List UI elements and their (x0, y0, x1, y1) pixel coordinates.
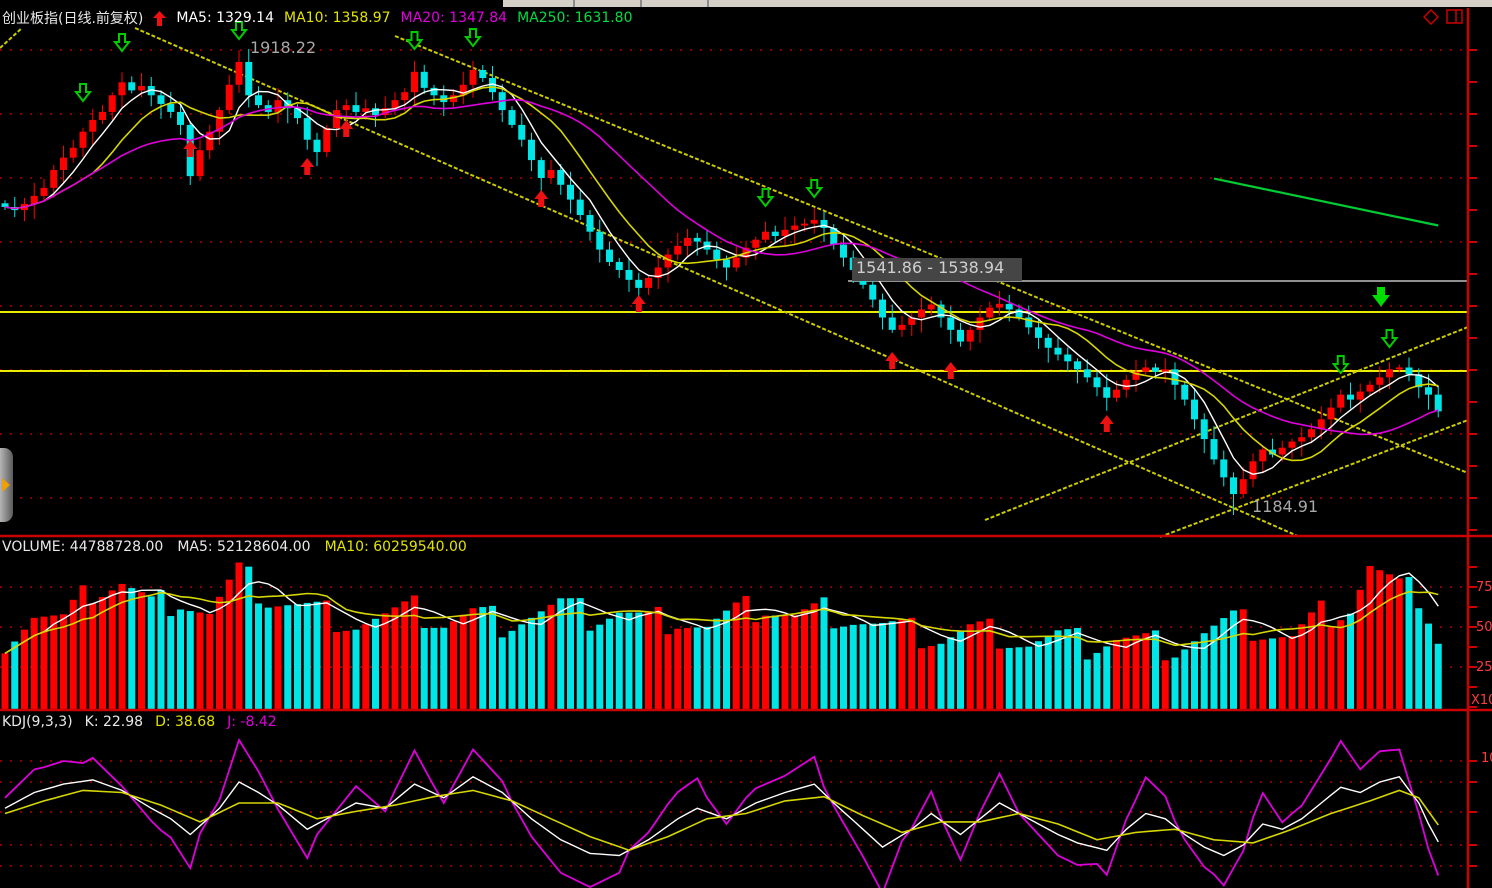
kdj-axis-label-100: 100 (1481, 751, 1492, 766)
volume-axis-label-low: 2500 (1476, 660, 1492, 675)
peak-price-label: 1918.22 (250, 38, 317, 57)
ma250-value: MA250: 1631.80 (517, 10, 633, 26)
volume-ma10: MA10: 60259540.00 (324, 539, 467, 555)
toolbar-seam (707, 0, 709, 7)
low-price-label: 1184.91 (1252, 497, 1319, 516)
kdj-j: J: -8.42 (227, 714, 277, 730)
split-window-icon[interactable] (1446, 9, 1464, 25)
volume-layer (1, 562, 1442, 710)
chart-header: 创业板指(日线.前复权) MA5: 1329.14 MA10: 1358.97 … (2, 8, 633, 28)
signal-arrows-layer (73, 21, 1399, 432)
volume-axis-label-mid: 5000 (1476, 620, 1492, 635)
kdj-layer (4, 737, 1440, 888)
kdj-name: KDJ(9,3,3) (2, 714, 73, 730)
toolbar-seam (573, 0, 575, 7)
volume-header: VOLUME: 44788728.00 MA5: 52128604.00 MA1… (2, 539, 467, 555)
axis-layer (0, 8, 1492, 888)
kdj-d: D: 38.68 (155, 714, 216, 730)
candles-layer (1, 48, 1442, 515)
grid-layer (0, 49, 1468, 867)
alert-band: 1541.86 - 1538.94 (852, 258, 1022, 281)
alert-range-label: 1541.86 - 1538.94 (856, 258, 1005, 277)
volume-unit-label: X10000 (1471, 693, 1492, 708)
toolbar-seam (640, 0, 642, 7)
window-top-strip (503, 0, 1492, 7)
kdj-k: K: 22.98 (84, 714, 144, 730)
kdj-header: KDJ(9,3,3) K: 22.98 D: 38.68 J: -8.42 (2, 714, 277, 730)
instrument-title: 创业板指(日线.前复权) (2, 11, 144, 27)
volume-value: VOLUME: 44788728.00 (2, 539, 164, 555)
volume-axis-label-top: 7500 (1476, 580, 1492, 595)
diamond-icon[interactable] (1422, 8, 1440, 26)
expand-arrow-icon (2, 478, 10, 492)
volume-ma5: MA5: 52128604.00 (177, 539, 311, 555)
price-ma-layer (4, 83, 1439, 476)
sidebar-expander[interactable] (0, 448, 13, 522)
trendline-layer (0, 27, 1469, 538)
up-arrow-icon (153, 10, 167, 26)
ma10-value: MA10: 1358.97 (284, 10, 391, 26)
ma20-value: MA20: 1347.84 (400, 10, 508, 26)
ma5-value: MA5: 1329.14 (176, 10, 274, 26)
